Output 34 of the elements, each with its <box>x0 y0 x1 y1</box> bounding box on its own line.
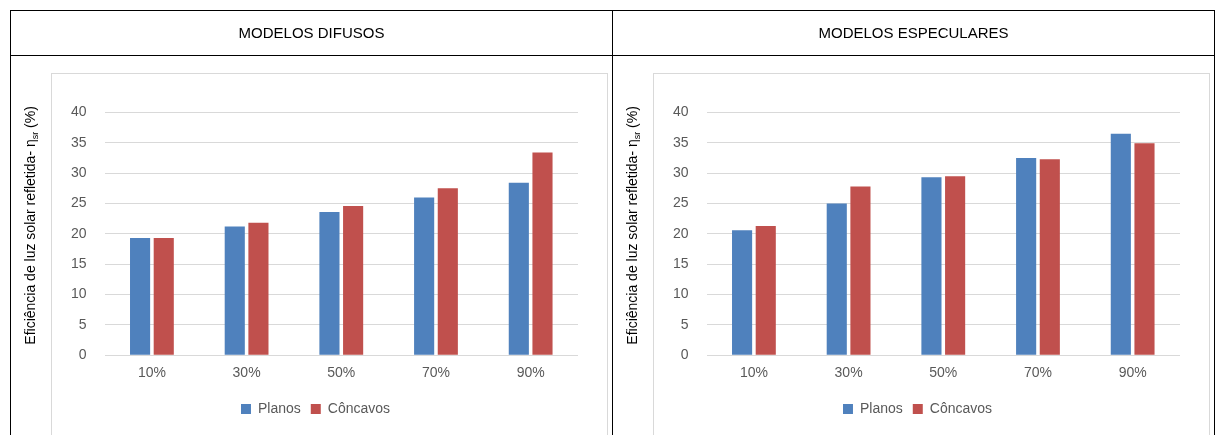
y-tick-label: 35 <box>672 133 689 150</box>
chart-title: MODELOS ESPECULARES <box>613 11 1214 56</box>
y-tick-label: 20 <box>672 224 689 241</box>
y-tick-label: 35 <box>70 133 87 150</box>
legend-label: Planos <box>257 399 301 416</box>
y-tick-label: 30 <box>70 163 87 180</box>
y-tick-label: 15 <box>70 255 87 272</box>
x-tick-label: 10% <box>137 364 166 381</box>
x-tick-label: 30% <box>834 364 863 381</box>
y-tick-label: 25 <box>70 194 87 211</box>
x-tick-label: 70% <box>421 364 450 381</box>
y-tick-label: 30 <box>672 163 689 180</box>
y-tick-label: 0 <box>680 346 689 363</box>
y-tick-label: 10 <box>672 285 689 302</box>
x-tick-label: 50% <box>327 364 356 381</box>
y-tick-label: 0 <box>78 346 87 363</box>
chart-title: MODELOS DIFUSOS <box>11 11 612 56</box>
x-tick-label: 90% <box>1118 364 1147 381</box>
x-tick-label: 30% <box>232 364 261 381</box>
legend-label: Planos <box>859 399 903 416</box>
y-tick-label: 25 <box>672 194 689 211</box>
y-tick-label: 5 <box>680 315 689 332</box>
y-tick-label: 40 <box>672 103 689 120</box>
y-tick-label: 5 <box>78 315 87 332</box>
y-tick-label: 40 <box>70 103 87 120</box>
legend-label: Côncavos <box>327 399 391 416</box>
legend-label: Côncavos <box>929 399 993 416</box>
x-tick-label: 70% <box>1023 364 1052 381</box>
y-tick-label: 20 <box>70 224 87 241</box>
x-tick-label: 10% <box>739 364 768 381</box>
y-tick-label: 10 <box>70 285 87 302</box>
x-tick-label: 50% <box>929 364 958 381</box>
x-tick-label: 90% <box>516 364 545 381</box>
y-tick-label: 15 <box>672 255 689 272</box>
